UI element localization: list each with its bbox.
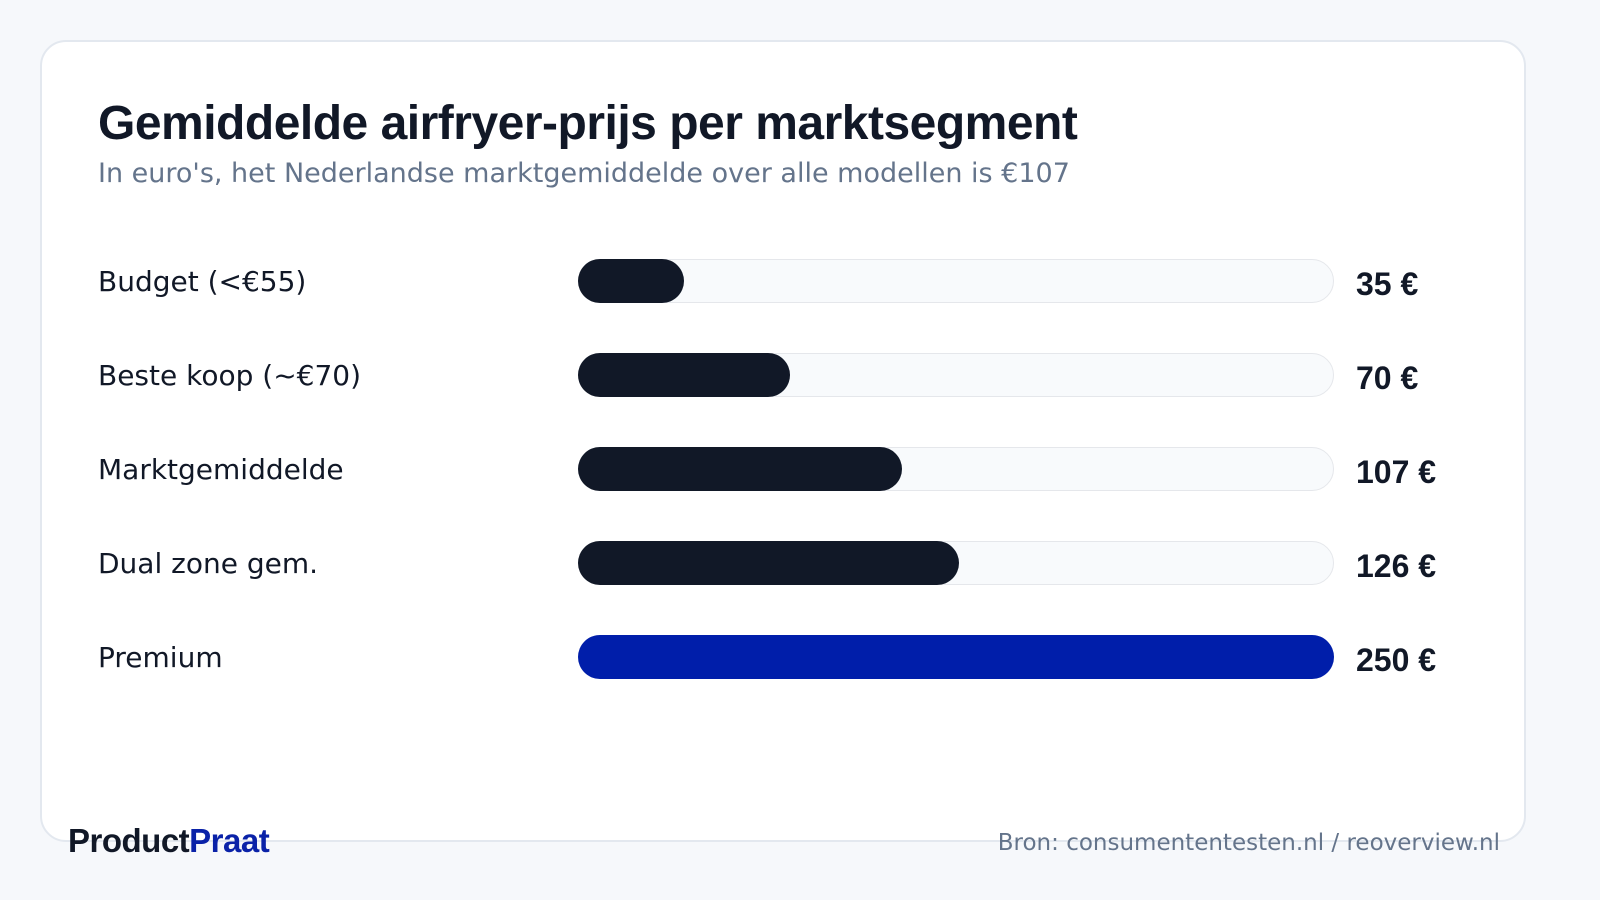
bar	[578, 259, 684, 303]
bar	[578, 541, 959, 585]
bar-row: Premium 250 €	[0, 635, 1600, 681]
brand-name-part2: Praat	[189, 822, 270, 859]
source-note: Bron: consumententesten.nl / reoverview.…	[997, 830, 1500, 856]
value-label: 107 €	[1356, 454, 1437, 490]
chart-card	[40, 40, 1526, 842]
category-label: Marktgemiddelde	[98, 453, 344, 486]
category-label: Premium	[98, 641, 223, 674]
bar-row: Marktgemiddelde 107 €	[0, 447, 1600, 493]
value-label: 250 €	[1356, 642, 1437, 678]
value-label: 35 €	[1356, 266, 1419, 302]
bar	[578, 635, 1334, 679]
brand-logo: ProductPraat	[68, 822, 270, 860]
bar	[578, 353, 790, 397]
bar	[578, 447, 902, 491]
category-label: Dual zone gem.	[98, 547, 319, 580]
category-label: Budget (<€55)	[98, 265, 307, 298]
value-label: 70 €	[1356, 360, 1419, 396]
value-label: 126 €	[1356, 548, 1437, 584]
bar-row: Beste koop (~€70) 70 €	[0, 353, 1600, 399]
bar-track	[578, 259, 1334, 303]
category-label: Beste koop (~€70)	[98, 359, 362, 392]
chart-title: Gemiddelde airfryer-prijs per marktsegme…	[98, 97, 1078, 150]
bar-row: Budget (<€55) 35 €	[0, 259, 1600, 305]
bar-row: Dual zone gem. 126 €	[0, 541, 1600, 587]
chart-subtitle: In euro's, het Nederlandse marktgemiddel…	[98, 158, 1070, 189]
brand-name-part1: Product	[68, 822, 190, 859]
